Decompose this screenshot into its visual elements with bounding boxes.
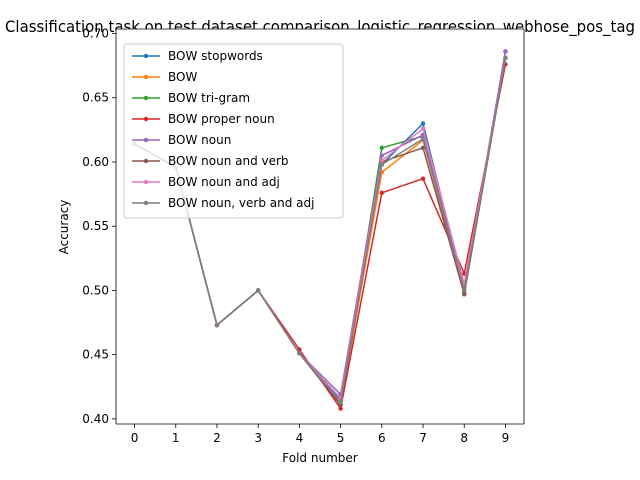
x-tick-label: 3 [254,431,262,445]
legend-label: BOW tri-gram [168,91,250,105]
legend-label: BOW noun and adj [168,175,280,189]
legend-marker [143,179,149,185]
data-point [420,136,426,142]
x-tick-label: 9 [502,431,510,445]
legend-entry: BOW noun, verb and adj [132,196,314,210]
x-tick-label: 8 [460,431,468,445]
data-point [420,121,426,126]
data-point [338,399,343,405]
legend-entry: BOW noun and verb [132,154,289,168]
x-tick-label: 7 [419,431,427,445]
series-line [134,57,507,403]
y-tick-label: 0.50 [82,283,109,297]
data-point [420,176,426,181]
legend-entry: BOW proper noun [132,112,275,126]
legend-marker [143,137,149,143]
data-point [255,288,261,293]
legend-entry: BOW stopwords [132,49,263,63]
legend-entry: BOW noun [132,133,231,147]
legend-label: BOW noun [168,133,231,147]
x-axis-label: Fold number [282,451,357,465]
y-tick-label: 0.65 [82,91,109,105]
data-point [297,351,302,356]
legend: BOW stopwords BOW BOW tri-gram BOW proper n… [123,43,344,219]
data-point [420,126,426,131]
data-point [379,162,385,167]
data-point [420,145,426,151]
data-point [503,49,508,54]
y-tick-label: 0.40 [82,412,109,426]
legend-marker [143,53,149,59]
legend-label: BOW stopwords [168,49,263,63]
legend-label: BOW proper noun [168,112,275,126]
y-axis-label: Accuracy [57,200,71,255]
x-tick-label: 1 [172,431,180,445]
legend-marker [143,74,149,80]
y-tick-label: 0.45 [82,348,109,362]
x-tick-label: 6 [378,431,386,445]
legend-label: BOW [168,70,197,84]
legend-entry: BOW [132,70,197,84]
series-layer [132,49,508,411]
legend-label: BOW noun, verb and adj [168,196,314,210]
data-point [379,145,385,151]
legend-entry: BOW noun and adj [132,175,280,189]
data-point [338,406,343,411]
data-point [503,55,508,61]
y-tick-label: 0.55 [82,219,109,233]
legend-marker [143,200,149,206]
legend-marker [143,116,149,122]
data-point [379,153,385,158]
legend-marker [143,95,149,101]
data-point [379,158,385,163]
legend-marker [143,158,149,164]
legend-label: BOW noun and verb [168,154,289,168]
legend-frame [123,43,344,219]
y-tick-label: 0.70 [82,26,109,40]
data-point [462,292,467,297]
data-point [214,322,220,328]
x-tick-label: 4 [296,431,304,445]
axes-layer: 0 1 2 3 4 5 6 7 8 9 0.40 0.45 0.50 0.55 0.60 0.65 0.70 [82,26,525,445]
x-tick-label: 0 [131,431,139,445]
data-point [379,190,385,195]
x-tick-label: 2 [213,431,221,445]
data-point [462,288,467,293]
legend-entry: BOW tri-gram [132,91,250,105]
x-tick-label: 5 [337,431,345,445]
y-tick-label: 0.60 [82,155,109,169]
